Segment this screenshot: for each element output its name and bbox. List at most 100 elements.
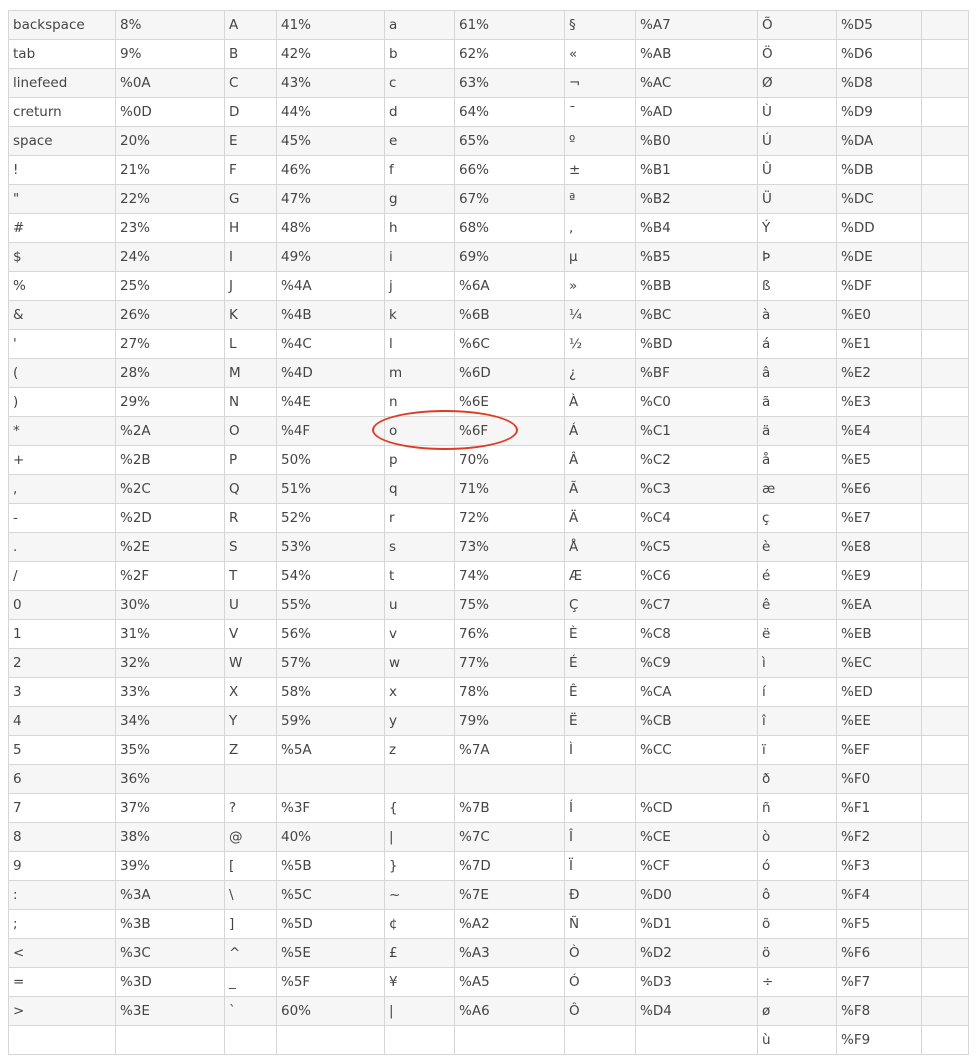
empty-cell bbox=[921, 735, 969, 765]
character-cell: » bbox=[564, 271, 636, 301]
character-cell: % bbox=[8, 271, 116, 301]
encoded-value-cell: 72% bbox=[454, 503, 565, 533]
character-cell: µ bbox=[564, 242, 636, 272]
character-cell: Ú bbox=[757, 126, 837, 156]
character-cell: Á bbox=[564, 416, 636, 446]
encoded-value-cell: 56% bbox=[276, 619, 385, 649]
character-cell: ù bbox=[757, 1025, 837, 1055]
character-cell: > bbox=[8, 996, 116, 1026]
table-row: ù %F9 bbox=[8, 1025, 969, 1055]
empty-cell bbox=[921, 938, 969, 968]
encoded-value-cell: %4F bbox=[276, 416, 385, 446]
encoded-value-cell: %AB bbox=[635, 39, 758, 69]
character-cell: 5 bbox=[8, 735, 116, 765]
encoded-value-cell: 78% bbox=[454, 677, 565, 707]
table-row: ' 27% L %4C l %6C ½ %BD á %E1 bbox=[8, 329, 969, 359]
encoded-value-cell: 57% bbox=[276, 648, 385, 678]
character-cell: Y bbox=[224, 706, 277, 736]
encoded-value-cell: %D6 bbox=[836, 39, 922, 69]
table-row: 6 36% ð %F0 bbox=[8, 764, 969, 794]
encoded-value-cell: %4D bbox=[276, 358, 385, 388]
character-cell: A bbox=[224, 10, 277, 40]
encoded-value-cell: 62% bbox=[454, 39, 565, 69]
character-cell: Û bbox=[757, 155, 837, 185]
encoded-value-cell: 65% bbox=[454, 126, 565, 156]
character-cell: ` bbox=[224, 996, 277, 1026]
encoded-value-cell: %7E bbox=[454, 880, 565, 910]
encoded-value-cell: %D3 bbox=[635, 967, 758, 997]
empty-cell bbox=[921, 97, 969, 127]
table-row: ! 21% F 46% f 66% ± %B1 Û %DB bbox=[8, 155, 969, 185]
table-row: linefeed %0A C 43% c 63% ¬ %AC Ø %D8 bbox=[8, 68, 969, 98]
character-cell: Ð bbox=[564, 880, 636, 910]
character-cell: h bbox=[384, 213, 455, 243]
character-cell: å bbox=[757, 445, 837, 475]
character-cell: G bbox=[224, 184, 277, 214]
encoded-value-cell: %A5 bbox=[454, 967, 565, 997]
character-cell: F bbox=[224, 155, 277, 185]
character-cell bbox=[224, 764, 277, 794]
character-cell: Ë bbox=[564, 706, 636, 736]
encoded-value-cell: %D5 bbox=[836, 10, 922, 40]
character-cell: d bbox=[384, 97, 455, 127]
encoded-value-cell: %EB bbox=[836, 619, 922, 649]
character-cell: ¿ bbox=[564, 358, 636, 388]
encoded-value-cell: 68% bbox=[454, 213, 565, 243]
character-cell: x bbox=[384, 677, 455, 707]
encoded-value-cell: %F4 bbox=[836, 880, 922, 910]
encoded-value-cell: %A2 bbox=[454, 909, 565, 939]
table-row: " 22% G 47% g 67% ª %B2 Ü %DC bbox=[8, 184, 969, 214]
character-cell: Ò bbox=[564, 938, 636, 968]
table-row: / %2F T 54% t 74% Æ %C6 é %E9 bbox=[8, 561, 969, 591]
encoded-value-cell: %C8 bbox=[635, 619, 758, 649]
encoded-value-cell: %B4 bbox=[635, 213, 758, 243]
encoded-value-cell: 51% bbox=[276, 474, 385, 504]
character-cell: Í bbox=[564, 793, 636, 823]
character-cell: N bbox=[224, 387, 277, 417]
encoded-value-cell: %DD bbox=[836, 213, 922, 243]
encoded-value-cell: %D8 bbox=[836, 68, 922, 98]
character-cell: C bbox=[224, 68, 277, 98]
character-cell: # bbox=[8, 213, 116, 243]
encoded-value-cell: %0D bbox=[115, 97, 225, 127]
encoded-value-cell: 34% bbox=[115, 706, 225, 736]
table-row: , %2C Q 51% q 71% Ã %C3 æ %E6 bbox=[8, 474, 969, 504]
empty-cell bbox=[921, 967, 969, 997]
character-cell: Ï bbox=[564, 851, 636, 881]
character-cell: ï bbox=[757, 735, 837, 765]
empty-cell bbox=[921, 474, 969, 504]
character-cell: è bbox=[757, 532, 837, 562]
encoded-value-cell: 35% bbox=[115, 735, 225, 765]
encoded-value-cell: %B0 bbox=[635, 126, 758, 156]
character-cell: æ bbox=[757, 474, 837, 504]
encoded-value-cell: 37% bbox=[115, 793, 225, 823]
encoded-value-cell: 43% bbox=[276, 68, 385, 98]
encoded-value-cell: %5A bbox=[276, 735, 385, 765]
table-row: + %2B P 50% p 70% Â %C2 å %E5 bbox=[8, 445, 969, 475]
encoded-value-cell: 69% bbox=[454, 242, 565, 272]
encoded-value-cell: %3E bbox=[115, 996, 225, 1026]
character-cell: b bbox=[384, 39, 455, 69]
character-cell: D bbox=[224, 97, 277, 127]
character-cell: p bbox=[384, 445, 455, 475]
empty-cell bbox=[921, 329, 969, 359]
empty-cell bbox=[921, 213, 969, 243]
character-cell: Æ bbox=[564, 561, 636, 591]
empty-cell bbox=[921, 590, 969, 620]
encoded-value-cell bbox=[635, 764, 758, 794]
character-cell: v bbox=[384, 619, 455, 649]
encoded-value-cell: 46% bbox=[276, 155, 385, 185]
encoded-value-cell: %0A bbox=[115, 68, 225, 98]
encoded-value-cell: %D4 bbox=[635, 996, 758, 1026]
character-cell: U bbox=[224, 590, 277, 620]
encoded-value-cell: 30% bbox=[115, 590, 225, 620]
character-cell: 7 bbox=[8, 793, 116, 823]
encoded-value-cell: 77% bbox=[454, 648, 565, 678]
encoded-value-cell: %A6 bbox=[454, 996, 565, 1026]
empty-cell bbox=[921, 706, 969, 736]
encoded-value-cell: %D1 bbox=[635, 909, 758, 939]
encoded-value-cell: %3F bbox=[276, 793, 385, 823]
encoded-value-cell: %DB bbox=[836, 155, 922, 185]
encoded-value-cell: 29% bbox=[115, 387, 225, 417]
table-row: (28% M %4D m %6D ¿ %BF â %E2 bbox=[8, 358, 969, 388]
